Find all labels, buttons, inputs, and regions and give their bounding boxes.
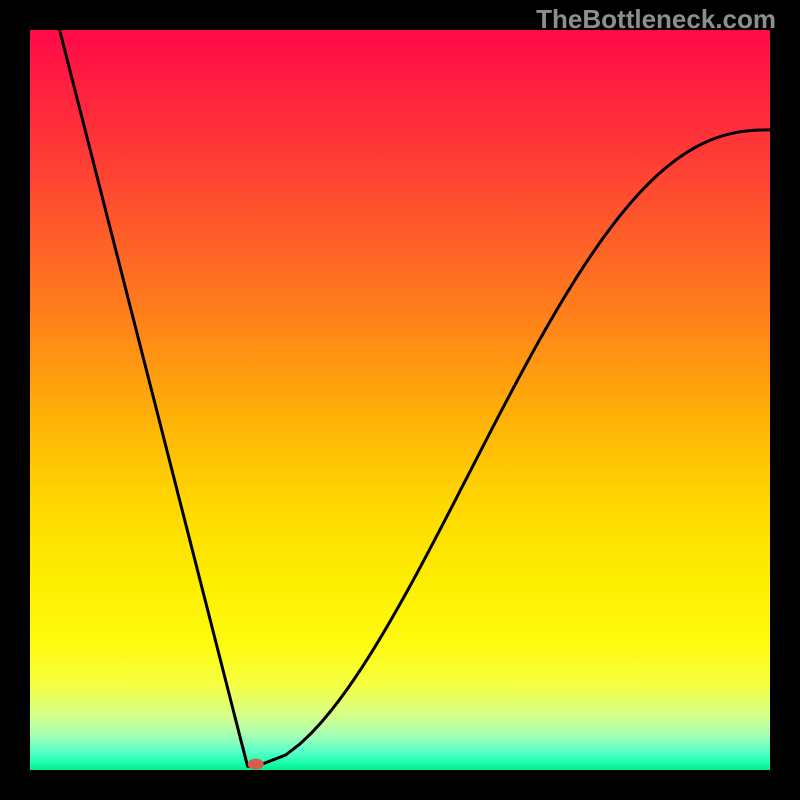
minimum-marker [248,759,264,770]
gradient-background [30,30,770,770]
chart-root: TheBottleneck.com [0,0,800,800]
plot-svg [30,30,770,770]
watermark-text: TheBottleneck.com [536,4,776,35]
plot-area [30,30,770,770]
